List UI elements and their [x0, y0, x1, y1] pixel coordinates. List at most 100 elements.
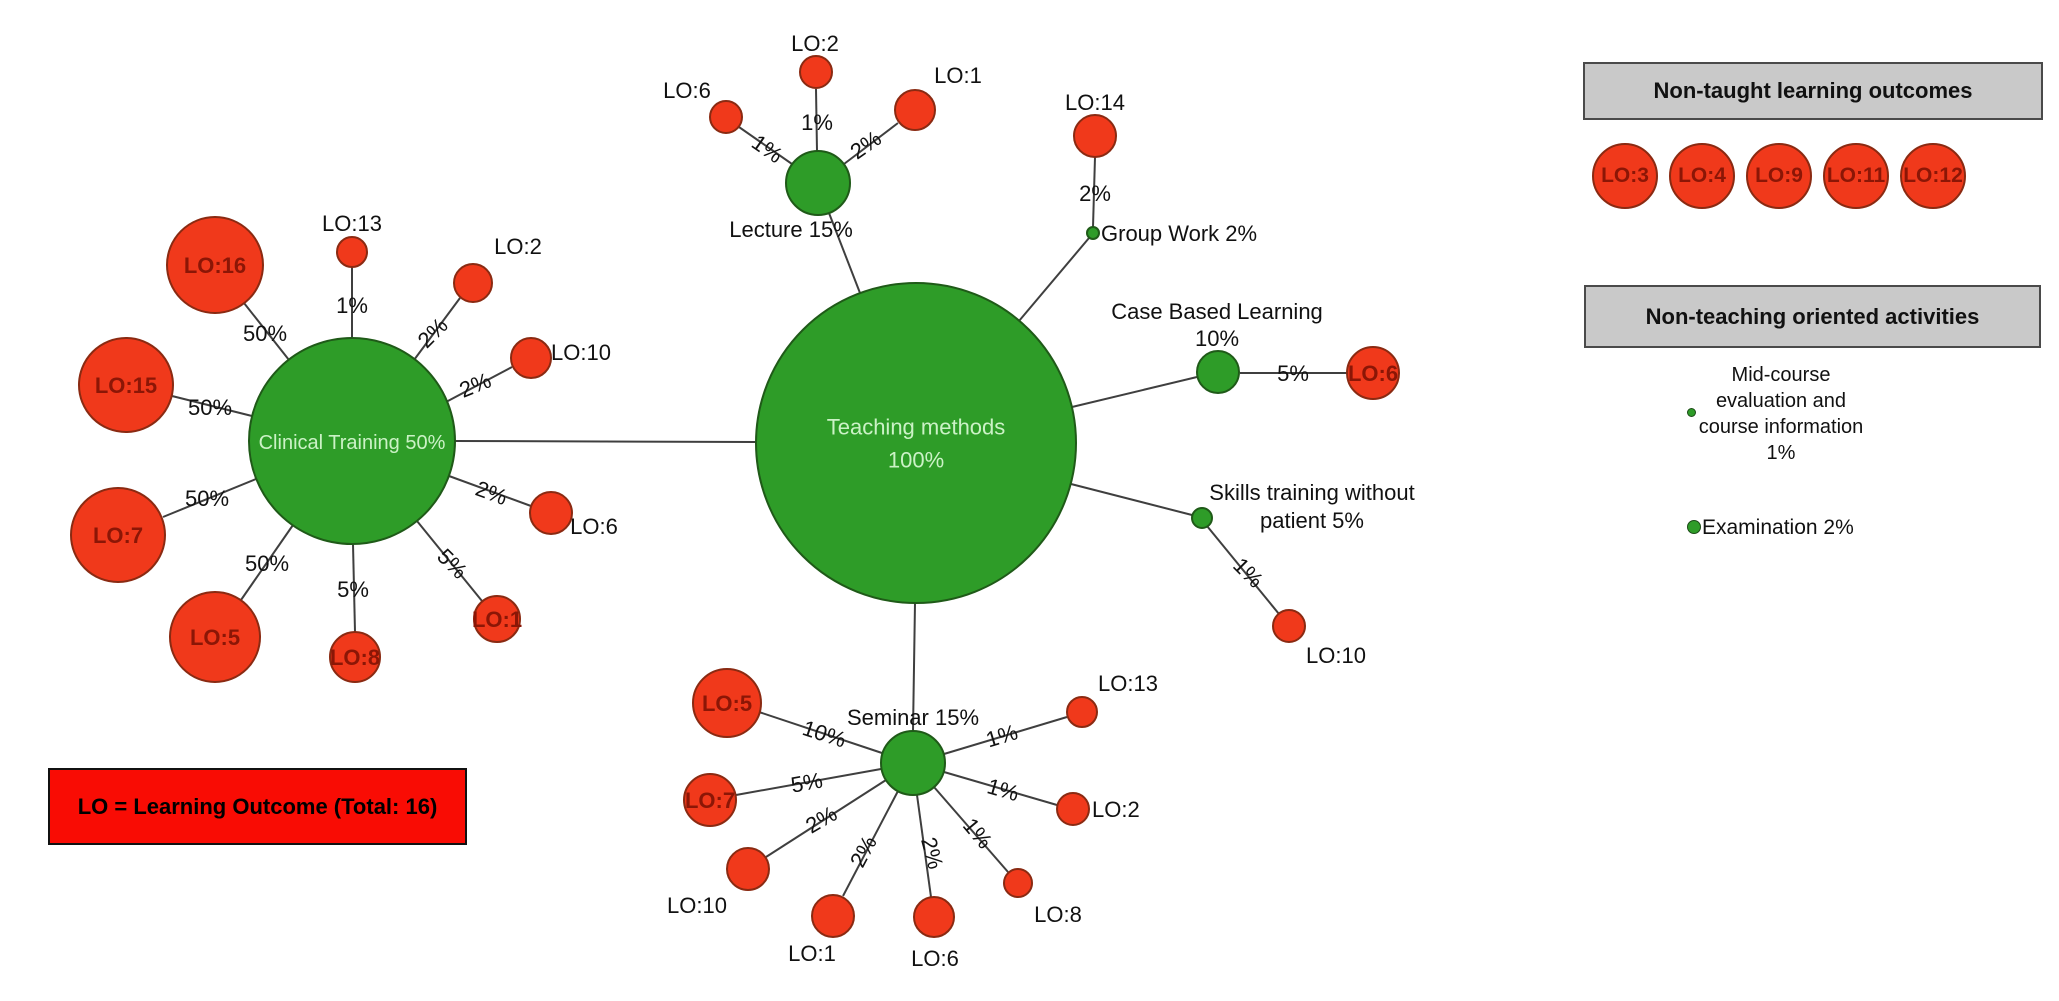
node-teaching-methods — [755, 282, 1077, 604]
edge-seminar-lo2 — [943, 771, 1058, 806]
edge-label-clinical-lo7: 50% — [185, 486, 229, 511]
label-clinical-lo10: LO:10 — [551, 340, 611, 365]
examination-dot-icon — [1687, 520, 1701, 534]
node-group-work — [1086, 226, 1100, 240]
edge-skills-lo10 — [1206, 525, 1280, 615]
label-seminar: Seminar 15% — [847, 705, 979, 730]
edge-seminar-lo13 — [943, 716, 1068, 755]
legend-lo-circle-lo3: LO:3 — [1592, 143, 1658, 209]
label-seminar-lo7: LO:7 — [685, 788, 735, 813]
node-seminar-lo1 — [811, 894, 855, 938]
edge-clinical-lo2 — [413, 297, 461, 361]
edge-label-clinical-lo16: 50% — [243, 321, 287, 346]
legend-lo-circle-lo11: LO:11 — [1823, 143, 1889, 209]
label-clinical-lo2: LO:2 — [494, 234, 542, 259]
node-seminar — [880, 730, 946, 796]
non-taught-lo-group: LO:3 LO:4 LO:9 LO:11 LO:12 — [1592, 143, 1966, 209]
label-seminar-lo10: LO:10 — [667, 893, 727, 918]
node-clinical-lo13 — [336, 236, 368, 268]
edge-label-clinical-lo6: 2% — [472, 476, 510, 510]
midcourse-dot-icon — [1687, 408, 1696, 417]
label-group-lo14: LO:14 — [1065, 90, 1125, 115]
lo-note: LO = Learning Outcome (Total: 16) — [48, 768, 467, 845]
label-clinical-lo7: LO:7 — [93, 523, 143, 548]
edge-seminar-lo1 — [842, 790, 899, 897]
label-lecture-lo2: LO:2 — [791, 31, 839, 56]
label-seminar-lo8: LO:8 — [1034, 902, 1082, 927]
edge-label-seminar-lo2: 1% — [984, 773, 1021, 806]
node-clinical-training — [248, 337, 456, 545]
edge-label-seminar-lo13: 1% — [983, 719, 1021, 752]
edge-seminar-lo6 — [916, 794, 932, 898]
label-seminar-lo1: LO:1 — [788, 941, 836, 966]
label-teaching-methods: Teaching methods 100% — [827, 415, 1006, 473]
node-seminar-lo6 — [913, 896, 955, 938]
examination-label: Examination 2% — [1702, 516, 1854, 539]
edge-lecture-lo6 — [738, 126, 793, 165]
legend-lo-circle-lo4: LO:4 — [1669, 143, 1735, 209]
edge-lecture-lo2 — [815, 88, 818, 152]
node-clinical-lo2 — [453, 263, 493, 303]
edge-label-clinical-lo15: 50% — [188, 395, 232, 420]
node-clinical-lo7 — [70, 487, 166, 583]
edge-label-clinical-lo8: 5% — [337, 577, 369, 602]
label-lecture-lo6: LO:6 — [663, 78, 711, 103]
node-skills-training — [1191, 507, 1213, 529]
edge-label-seminar-lo1: 2% — [845, 832, 882, 872]
label-group-work: Group Work 2% — [1101, 221, 1257, 246]
node-lecture-lo1 — [894, 89, 936, 131]
label-clinical-lo13: LO:13 — [322, 211, 382, 236]
edge-label-seminar-lo8: 1% — [958, 813, 998, 853]
edge-teaching-group-work — [1018, 237, 1090, 322]
edge-seminar-lo8 — [933, 786, 1009, 873]
legend-non-teaching-title: Non-teaching oriented activities — [1584, 285, 2041, 348]
label-seminar-lo13: LO:13 — [1098, 671, 1158, 696]
edge-label-lecture-lo6: 1% — [747, 129, 787, 168]
edge-clinical-teaching — [454, 440, 757, 443]
edge-label-seminar-lo6: 2% — [916, 834, 948, 871]
edge-clinical-lo5 — [240, 524, 294, 601]
edge-clinical-lo6 — [448, 475, 532, 507]
label-clinical-lo1: LO:1 — [472, 607, 522, 632]
label-case-based-learning: Case Based Learning 10% — [1111, 299, 1323, 351]
legend-non-taught-title: Non-taught learning outcomes — [1583, 62, 2043, 120]
label-seminar-lo5: LO:5 — [702, 691, 752, 716]
edge-clinical-lo16 — [243, 302, 290, 361]
node-seminar-lo8 — [1003, 868, 1033, 898]
node-clinical-lo10 — [510, 337, 552, 379]
node-clinical-lo8 — [329, 631, 381, 683]
edge-clinical-lo7 — [162, 478, 257, 518]
edge-label-seminar-lo7: 5% — [789, 768, 825, 798]
edge-label-seminar-lo5: 10% — [800, 715, 850, 752]
edge-clinical-lo10 — [445, 366, 513, 403]
edge-teaching-skills-training — [1070, 483, 1193, 516]
label-clinical-lo6: LO:6 — [570, 514, 618, 539]
label-clinical-lo8: LO:8 — [330, 645, 380, 670]
label-lecture: Lecture 15% — [729, 217, 853, 242]
node-seminar-lo5 — [692, 668, 762, 738]
edge-label-clinical-lo10: 2% — [456, 368, 495, 403]
label-skills-training: Skills training without patient 5% — [1209, 480, 1414, 533]
label-clinical-lo16: LO:16 — [184, 253, 246, 278]
node-lecture-lo2 — [799, 55, 833, 89]
node-clinical-lo5 — [169, 591, 261, 683]
edge-label-clinical-lo13: 1% — [336, 293, 368, 318]
node-clinical-lo1 — [473, 595, 521, 643]
edge-clinical-lo1 — [416, 520, 483, 602]
edge-label-cbl-lo6: 5% — [1277, 361, 1309, 386]
label-clinical-training: Clinical Training 50% — [259, 432, 446, 454]
edge-clinical-lo15 — [171, 395, 253, 417]
edge-seminar-lo7 — [735, 768, 882, 796]
node-seminar-lo2 — [1056, 792, 1090, 826]
node-group-lo14 — [1073, 114, 1117, 158]
node-lecture-lo6 — [709, 100, 743, 134]
label-seminar-lo2: LO:2 — [1092, 797, 1140, 822]
label-cbl-lo6: LO:6 — [1348, 361, 1398, 386]
node-clinical-lo15 — [78, 337, 174, 433]
edge-label-lecture-lo2: 1% — [801, 110, 833, 135]
node-lecture — [785, 150, 851, 216]
node-clinical-lo6 — [529, 491, 573, 535]
edge-seminar-lo10 — [765, 779, 887, 858]
node-seminar-lo10 — [726, 847, 770, 891]
